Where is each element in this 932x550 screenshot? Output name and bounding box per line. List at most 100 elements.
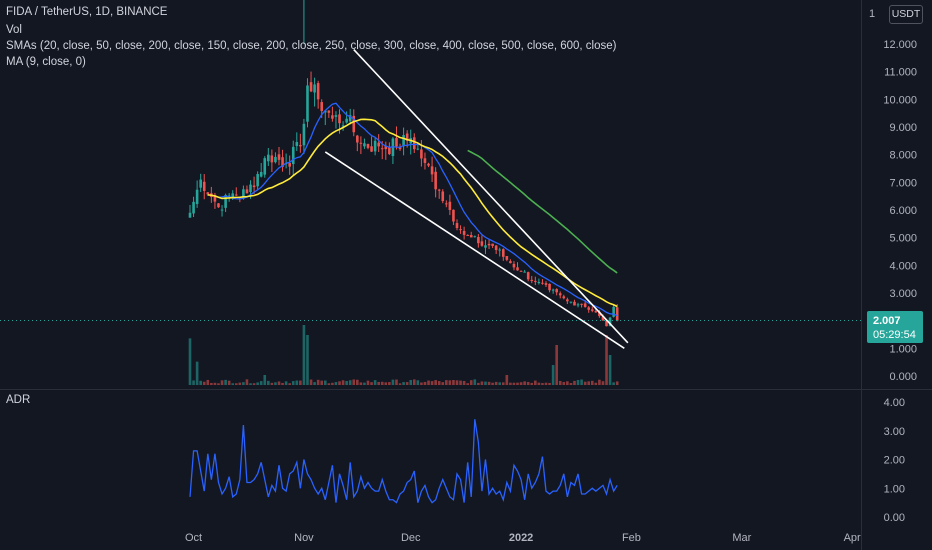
time-axis[interactable]: Oct Nov Dec 2022 Feb Mar Apr bbox=[185, 532, 861, 544]
volume-bar bbox=[259, 381, 263, 385]
volume-bar bbox=[541, 383, 544, 385]
volume-bar bbox=[217, 383, 220, 385]
volume-bar bbox=[612, 382, 615, 385]
volume-bar bbox=[573, 380, 576, 385]
volume-bar bbox=[555, 345, 558, 385]
adr-axis: 4.00 3.00 2.00 1.00 0.00 bbox=[884, 397, 905, 524]
candle-body bbox=[402, 135, 405, 147]
volume-bar bbox=[224, 379, 227, 385]
candlesticks[interactable] bbox=[188, 71, 619, 327]
candle-body bbox=[437, 189, 441, 191]
ma-legend[interactable]: MA (9, close, 0) bbox=[6, 56, 86, 68]
volume-bar bbox=[412, 379, 416, 385]
candle-body bbox=[356, 135, 359, 143]
candle-body bbox=[263, 158, 267, 175]
candle-body bbox=[601, 316, 605, 321]
candle-body bbox=[505, 256, 509, 260]
volume-bar bbox=[441, 382, 445, 385]
volume-bar bbox=[323, 380, 327, 385]
volume-bar bbox=[274, 382, 277, 385]
candle-body bbox=[252, 185, 256, 188]
volume-bar bbox=[398, 383, 402, 385]
candle-body bbox=[348, 115, 352, 122]
candle-body bbox=[484, 245, 487, 248]
currency-selector[interactable]: USDT bbox=[889, 5, 923, 24]
volume-bar bbox=[313, 382, 316, 385]
volume-bar bbox=[252, 383, 256, 385]
candle-body bbox=[412, 137, 416, 150]
adr-legend[interactable]: ADR bbox=[6, 394, 31, 406]
time-tick: Oct bbox=[185, 532, 202, 544]
candle-body bbox=[309, 82, 313, 92]
volume-bar bbox=[256, 382, 259, 385]
volume-bar bbox=[281, 382, 284, 385]
smas-legend[interactable]: SMAs (20, close, 50, close, 200, close, … bbox=[6, 40, 617, 52]
volume-bar bbox=[587, 381, 591, 385]
price-tick: 7.000 bbox=[889, 177, 917, 189]
symbol-title[interactable]: FIDA / TetherUS, 1D, BINANCE bbox=[6, 6, 168, 18]
candle-body bbox=[548, 283, 551, 291]
candle-body bbox=[587, 307, 591, 310]
candle-body bbox=[267, 154, 270, 162]
time-tick: Dec bbox=[401, 532, 421, 544]
volume-bar bbox=[402, 382, 405, 385]
adr-series bbox=[189, 419, 618, 504]
volume-bar bbox=[469, 380, 473, 385]
volume-bar bbox=[388, 382, 391, 385]
candle-body bbox=[231, 193, 235, 198]
volume-bar bbox=[480, 381, 484, 385]
volume-bar bbox=[380, 381, 384, 385]
volume-bar bbox=[416, 380, 420, 385]
candle-body bbox=[295, 142, 299, 146]
candle-body bbox=[338, 114, 341, 124]
adr-tick: 4.00 bbox=[884, 397, 905, 409]
candle-body bbox=[206, 192, 210, 195]
candle-body bbox=[473, 236, 477, 238]
volume-bar bbox=[284, 381, 288, 385]
candle-body bbox=[523, 271, 526, 273]
volume-bar bbox=[558, 380, 562, 385]
candle-body bbox=[480, 241, 484, 246]
candle-body bbox=[281, 157, 284, 167]
volume-bar bbox=[348, 380, 352, 385]
volume-bar bbox=[477, 382, 480, 385]
candle-body bbox=[459, 229, 462, 231]
volume-bar bbox=[227, 380, 231, 385]
candle-body bbox=[352, 115, 356, 133]
vol-legend[interactable]: Vol bbox=[6, 24, 22, 36]
volume-bar bbox=[327, 383, 331, 385]
candle-body bbox=[373, 140, 377, 152]
volume-bar bbox=[234, 383, 238, 385]
volume-bar bbox=[462, 380, 466, 385]
axis-top-marker: 1 bbox=[869, 8, 876, 20]
candle-body bbox=[363, 143, 366, 147]
candle-body bbox=[519, 270, 523, 272]
volume-bar bbox=[583, 381, 587, 385]
volume-bar bbox=[391, 379, 395, 385]
volume-bar bbox=[516, 382, 519, 385]
volume-bar bbox=[459, 380, 462, 385]
candle-body bbox=[366, 144, 370, 148]
candle-body bbox=[380, 148, 384, 150]
time-tick: 2022 bbox=[509, 532, 533, 544]
volume-bar bbox=[320, 380, 324, 385]
candle-body bbox=[256, 174, 259, 187]
trendlines[interactable] bbox=[324, 48, 629, 350]
candle-body bbox=[202, 181, 206, 191]
candle-body bbox=[441, 191, 445, 202]
volume-bar bbox=[544, 382, 548, 385]
candle-body bbox=[377, 142, 380, 147]
price-tick: 8.000 bbox=[889, 150, 917, 162]
candle-body bbox=[213, 194, 217, 202]
volume-bar bbox=[352, 379, 356, 385]
candle-body bbox=[316, 83, 320, 100]
volume-bar bbox=[395, 379, 398, 385]
volume-bar bbox=[608, 355, 612, 385]
volume-bar bbox=[270, 382, 274, 385]
volume-bar bbox=[309, 379, 313, 385]
candle-body bbox=[302, 123, 306, 146]
volume-bar bbox=[420, 382, 423, 385]
lower-trendline bbox=[324, 151, 625, 350]
